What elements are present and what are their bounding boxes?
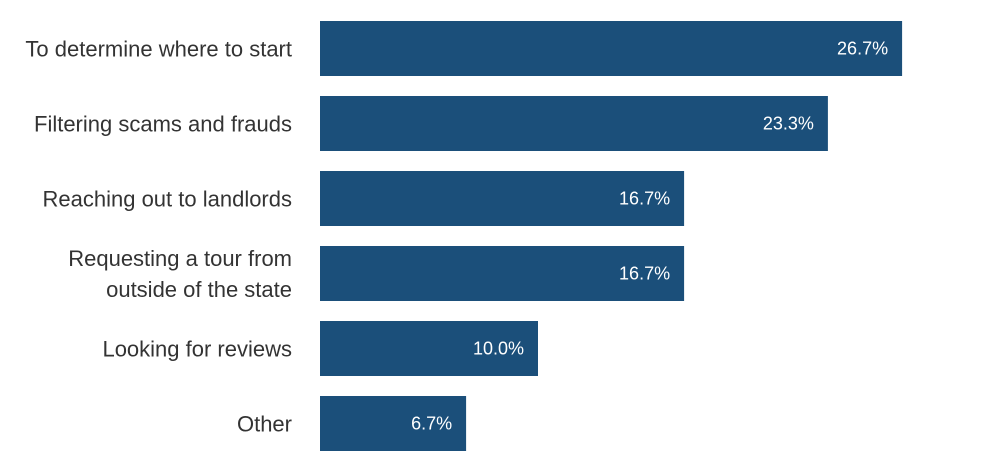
category-label: Looking for reviews bbox=[102, 337, 292, 362]
value-label: 6.7% bbox=[411, 414, 452, 434]
bar bbox=[320, 321, 538, 376]
category-labels-group: To determine where to start Filtering sca… bbox=[25, 37, 292, 437]
bar bbox=[320, 21, 903, 76]
bar bbox=[320, 246, 685, 301]
category-label: Reaching out to landlords bbox=[43, 187, 293, 212]
bar bbox=[320, 396, 467, 451]
category-label: outside of the state bbox=[106, 277, 292, 302]
value-label: 23.3% bbox=[763, 114, 814, 134]
value-label: 16.7% bbox=[619, 189, 670, 209]
category-label: To determine where to start bbox=[25, 37, 292, 62]
value-labels-group: 26.7% 23.3% 16.7% 16.7% 10.0% 6.7% bbox=[411, 39, 888, 434]
value-label: 10.0% bbox=[473, 339, 524, 359]
category-label: Filtering scams and frauds bbox=[34, 112, 292, 137]
category-label: Requesting a tour from bbox=[68, 246, 292, 271]
value-label: 16.7% bbox=[619, 264, 670, 284]
bars-group bbox=[320, 21, 903, 451]
bar bbox=[320, 96, 828, 151]
category-label: Other bbox=[237, 412, 292, 437]
value-label: 26.7% bbox=[837, 39, 888, 59]
bar bbox=[320, 171, 685, 226]
